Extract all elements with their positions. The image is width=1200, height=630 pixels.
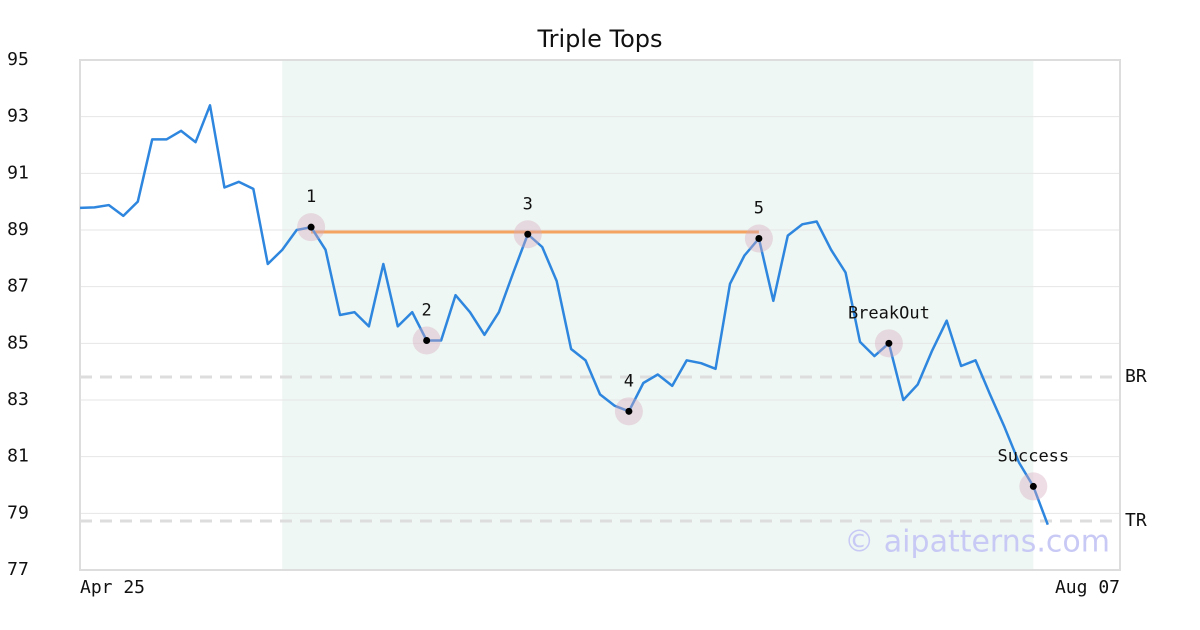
annotation-point — [625, 407, 633, 415]
annotation-point — [755, 235, 763, 242]
annotation-point — [524, 230, 532, 238]
watermark: © aipatterns.com — [844, 525, 1110, 560]
y-tick-label: 95 — [7, 49, 29, 70]
annotation-label: Success — [998, 446, 1070, 466]
pattern-region — [282, 60, 1034, 570]
annotation-label: BreakOut — [848, 303, 930, 323]
y-tick-label: 83 — [7, 389, 29, 410]
y-tick-label: 93 — [7, 106, 29, 127]
annotation-point — [423, 337, 431, 344]
y-tick-label: 81 — [7, 446, 29, 467]
y-tick-label: 85 — [7, 332, 29, 353]
annotation-point — [885, 339, 893, 347]
y-tick-label: 79 — [7, 502, 29, 523]
annotation-label: 2 — [422, 301, 432, 321]
x-tick-label: Aug 07 — [1055, 577, 1120, 598]
annotation-label: 5 — [754, 199, 764, 219]
annotation-label: 1 — [306, 187, 316, 207]
annotation-label: 4 — [624, 371, 634, 391]
annotation-point — [1029, 482, 1037, 490]
level-label: TR — [1125, 510, 1147, 531]
plot-frame — [79, 59, 1121, 571]
x-tick-label: Apr 25 — [80, 577, 145, 598]
y-tick-label: 91 — [7, 162, 29, 183]
annotation-label: 3 — [523, 194, 533, 214]
y-tick-label: 89 — [7, 219, 29, 240]
y-tick-label: 77 — [7, 559, 29, 580]
level-label: BR — [1125, 366, 1147, 387]
y-tick-label: 87 — [7, 276, 29, 297]
chart-title: Triple Tops — [537, 25, 663, 53]
annotation-point — [307, 223, 315, 231]
